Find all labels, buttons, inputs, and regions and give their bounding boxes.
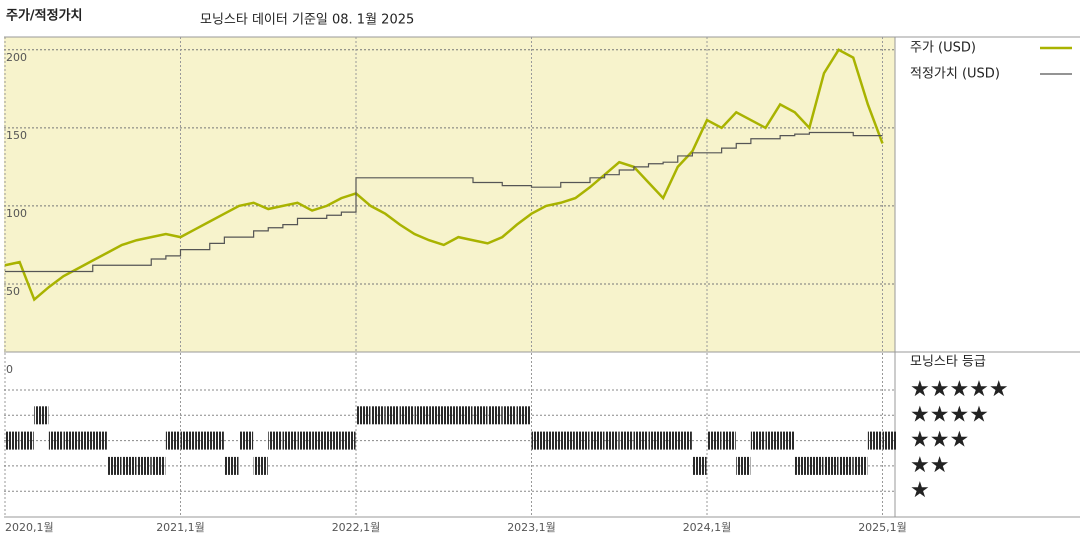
rating-label: ★★	[910, 453, 949, 478]
rating-bar	[633, 431, 648, 450]
rating-bar	[92, 431, 107, 450]
rating-bar	[312, 431, 327, 450]
rating-title: 모닝스타 등급	[910, 355, 986, 370]
rating-bar	[590, 431, 605, 450]
rating-bar	[429, 406, 444, 425]
rating-bar	[838, 456, 853, 475]
x-tick-label: 2023,1월	[507, 521, 556, 534]
x-tick-label: 2021,1월	[156, 521, 205, 534]
rating-bar	[399, 406, 414, 425]
rating-bar	[282, 431, 297, 450]
rating-label: ★	[910, 478, 930, 503]
rating-bar	[487, 406, 502, 425]
rating-bar	[209, 431, 224, 450]
rating-label: ★★★★	[910, 402, 989, 427]
rating-bar	[531, 431, 546, 450]
rating-bar	[34, 406, 49, 425]
rating-bar	[692, 456, 707, 475]
rating-bar	[385, 406, 400, 425]
rating-bar	[473, 406, 488, 425]
rating-bar	[663, 431, 678, 450]
rating-bar	[341, 431, 356, 450]
rating-bar	[370, 406, 385, 425]
plot-bg	[4, 37, 895, 352]
rating-bar	[297, 431, 312, 450]
x-tick-label: 2022,1월	[332, 521, 381, 534]
rating-bar	[707, 431, 722, 450]
rating-bar	[326, 431, 341, 450]
rating-bar	[677, 431, 692, 450]
rating-bar	[516, 406, 531, 425]
rating-bar	[5, 431, 20, 450]
x-tick-label: 2025,1월	[858, 521, 907, 534]
rating-bar	[604, 431, 619, 450]
rating-bar	[122, 456, 137, 475]
legend-label: 주가 (USD)	[910, 41, 976, 56]
rating-bar	[239, 431, 254, 450]
rating-bar	[502, 406, 517, 425]
rating-bar	[575, 431, 590, 450]
rating-bar	[78, 431, 93, 450]
rating-bar	[151, 456, 166, 475]
y-tick-label: 100	[6, 207, 27, 220]
series-line	[5, 131, 883, 273]
rating-bar	[443, 406, 458, 425]
series-line	[4, 48, 884, 302]
rating-bar	[809, 456, 824, 475]
rating-bar	[268, 431, 283, 450]
x-tick-label: 2020,1월	[5, 521, 54, 534]
rating-bar	[253, 456, 268, 475]
rating-bar	[721, 431, 736, 450]
rating-bar	[648, 431, 663, 450]
chart-title: 주가/적정가치	[6, 8, 83, 24]
y-tick-label: 0	[6, 363, 13, 376]
rating-bar	[867, 431, 882, 450]
rating-bar	[63, 431, 78, 450]
rating-bar	[824, 456, 839, 475]
rating-label: ★★★	[910, 428, 969, 453]
rating-bar	[195, 431, 210, 450]
y-tick-label: 200	[6, 51, 27, 64]
x-tick-label: 2024,1월	[683, 521, 732, 534]
rating-bar	[458, 406, 473, 425]
rating-bar	[882, 431, 897, 450]
rating-bar	[136, 456, 151, 475]
rating-bar	[180, 431, 195, 450]
rating-bar	[48, 431, 63, 450]
rating-bar	[560, 431, 575, 450]
rating-bar	[224, 456, 239, 475]
rating-bar	[165, 431, 180, 450]
rating-bar	[794, 456, 809, 475]
rating-bar	[619, 431, 634, 450]
rating-bar	[765, 431, 780, 450]
y-tick-label: 150	[6, 129, 27, 142]
rating-bar	[780, 431, 795, 450]
rating-bar	[356, 406, 371, 425]
rating-bar	[414, 406, 429, 425]
chart-subtitle: 모닝스타 데이터 기준일 08. 1월 2025	[200, 13, 414, 28]
rating-bar	[736, 456, 751, 475]
y-tick-label: 50	[6, 285, 20, 298]
rating-bar	[853, 456, 868, 475]
rating-bar	[19, 431, 34, 450]
rating-bar	[750, 431, 765, 450]
rating-label: ★★★★★	[910, 377, 1009, 402]
rating-bar	[107, 456, 122, 475]
rating-bar	[546, 431, 561, 450]
legend-label: 적정가치 (USD)	[910, 67, 1000, 82]
